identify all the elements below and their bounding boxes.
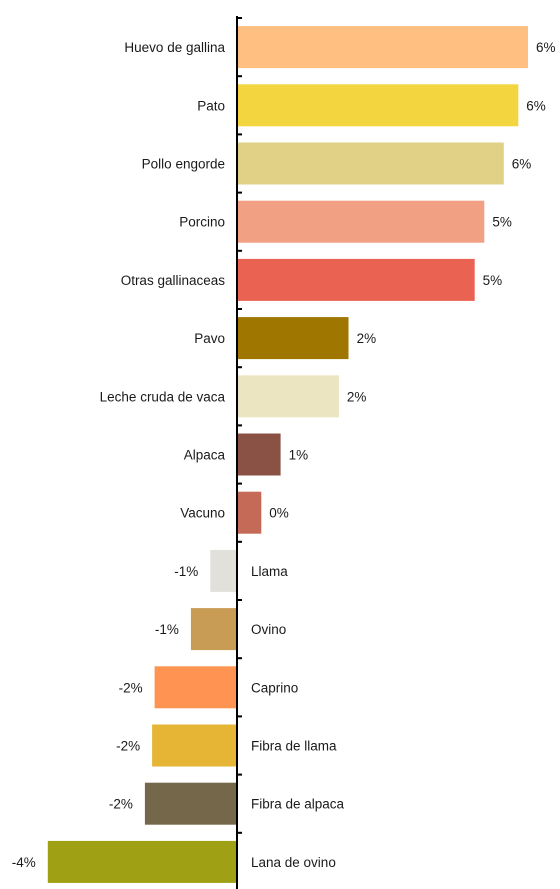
value-label: -2% bbox=[119, 680, 143, 695]
value-label: 6% bbox=[536, 40, 556, 55]
category-label: Pavo bbox=[194, 331, 225, 346]
bar-vacuno bbox=[237, 491, 262, 534]
bar-leche-cruda-de-vaca bbox=[237, 375, 339, 418]
bar-caprino bbox=[154, 666, 238, 709]
category-label: Pato bbox=[197, 98, 225, 113]
value-label: -2% bbox=[116, 739, 140, 754]
category-label: Fibra de llama bbox=[251, 739, 337, 754]
value-label: -1% bbox=[155, 622, 179, 637]
bar-llama bbox=[210, 549, 237, 592]
value-label: -2% bbox=[109, 797, 133, 812]
bar-ovino bbox=[190, 608, 237, 651]
value-label: 6% bbox=[526, 98, 546, 113]
category-label: Caprino bbox=[251, 680, 298, 695]
value-label: 2% bbox=[357, 331, 377, 346]
category-label: Huevo de gallina bbox=[124, 40, 225, 55]
category-label: Leche cruda de vaca bbox=[100, 389, 226, 404]
category-label: Otras gallinaceas bbox=[121, 273, 226, 288]
bar-pollo-engorde bbox=[237, 142, 504, 185]
bar-alpaca bbox=[237, 433, 281, 476]
category-label: Pollo engorde bbox=[142, 157, 225, 172]
category-label: Porcino bbox=[179, 215, 225, 230]
bar-lana-de-ovino bbox=[47, 840, 237, 883]
value-label: -1% bbox=[174, 564, 198, 579]
value-label: 1% bbox=[289, 448, 309, 463]
labels-group: Huevo de gallina 6% Pato 6% Pollo engorde 6% P… bbox=[12, 40, 556, 870]
value-label: 6% bbox=[512, 157, 532, 172]
bars-group bbox=[47, 26, 528, 883]
bar-otras-gallinaceas bbox=[237, 258, 475, 301]
bar-fibra-de-alpaca bbox=[144, 782, 237, 825]
category-label: Alpaca bbox=[184, 448, 226, 463]
value-label: 5% bbox=[483, 273, 503, 288]
category-axis bbox=[236, 16, 242, 889]
category-label: Fibra de alpaca bbox=[251, 797, 345, 812]
value-label: 5% bbox=[492, 215, 512, 230]
value-label: 2% bbox=[347, 389, 367, 404]
bar-fibra-de-llama bbox=[152, 724, 237, 767]
category-label: Llama bbox=[251, 564, 288, 579]
category-label: Lana de ovino bbox=[251, 855, 336, 870]
value-label: -4% bbox=[12, 855, 36, 870]
category-label: Vacuno bbox=[180, 506, 225, 521]
bar-huevo-de-gallina bbox=[237, 26, 528, 69]
bar-pavo bbox=[237, 317, 349, 360]
category-label: Ovino bbox=[251, 622, 286, 637]
bar-pato bbox=[237, 84, 519, 127]
bar-porcino bbox=[237, 200, 485, 243]
value-label: 0% bbox=[269, 506, 289, 521]
